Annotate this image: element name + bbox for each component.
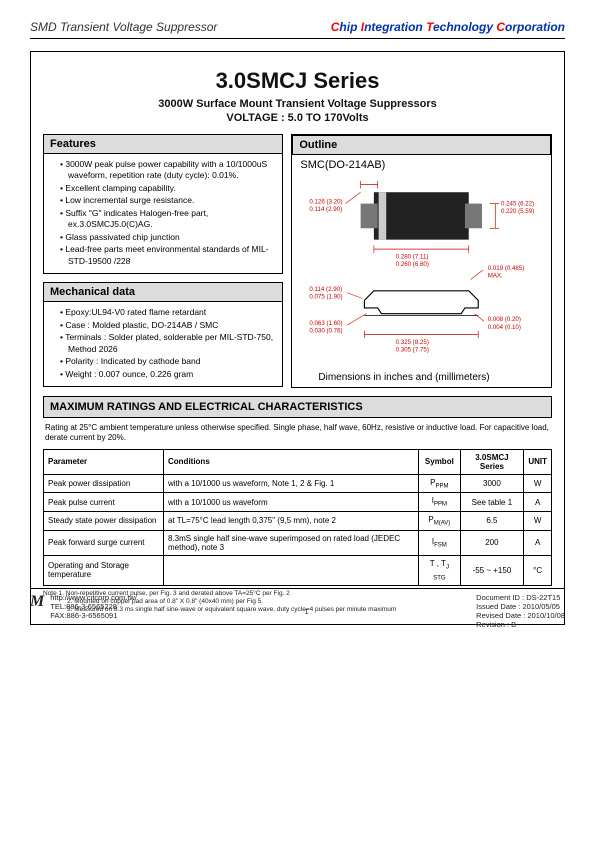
col-parameter: Parameter — [44, 449, 164, 474]
footer-revised: Revised Date : 2010/10/08 — [476, 611, 565, 620]
feature-item: Low incremental surge resistance. — [60, 195, 276, 206]
cell-value: 3000 — [460, 474, 524, 493]
dim-text: 0.019 (0.485) — [488, 265, 525, 272]
feature-item: 3000W peak pulse power capability with a… — [60, 159, 276, 182]
feature-item: Glass passivated chip junction — [60, 232, 276, 243]
dim-text: 0.305 (7.75) — [396, 347, 429, 354]
subtitle-1: 3000W Surface Mount Transient Voltage Su… — [43, 98, 552, 110]
footer-fax: FAX:886-3-6565091 — [50, 611, 137, 620]
dim-text: 0.126 (3.20) — [310, 199, 343, 206]
main-content: 3.0SMCJ Series 3000W Surface Mount Trans… — [30, 51, 565, 625]
mech-item: Epoxy:UL94-V0 rated flame retardant — [60, 307, 276, 318]
dim-text: 0.075 (1.90) — [310, 293, 343, 300]
series-title: 3.0SMCJ Series — [43, 68, 552, 94]
page-number: 1 — [304, 607, 308, 616]
col-unit: UNIT — [524, 449, 552, 474]
ratings-table: Parameter Conditions Symbol 3.0SMCJ Seri… — [43, 449, 552, 586]
mech-item: Polarity : Indicated by cathode band — [60, 356, 276, 367]
cell-unit: A — [524, 530, 552, 555]
pkg-lead-left — [361, 204, 378, 229]
cell-symbol: IPPM — [419, 493, 460, 512]
dim-text: 0.220 (5.59) — [501, 208, 534, 215]
cell-parameter: Operating and Storage temperature — [44, 555, 164, 585]
pkg-body-top — [374, 192, 469, 239]
header-right: Chip Integration Technology Corporation — [331, 20, 565, 34]
cell-conditions: 8.3mS single half sine-wave superimposed… — [164, 530, 419, 555]
table-row: Peak forward surge current8.3mS single h… — [44, 530, 552, 555]
mechanical-header: Mechanical data — [43, 282, 283, 302]
footer-issued: Issued Date : 2010/05/05 — [476, 602, 565, 611]
header-left: SMD Transient Voltage Suppressor — [30, 20, 217, 34]
cell-parameter: Peak power dissipation — [44, 474, 164, 493]
table-row: Operating and Storage temperature T , TJ … — [44, 555, 552, 585]
cell-unit: W — [524, 511, 552, 530]
pkg-cathode-band — [379, 192, 387, 239]
subtitle-2: VOLTAGE : 5.0 TO 170Volts — [43, 112, 552, 124]
cell-value: 200 — [460, 530, 524, 555]
footer-url: http://www.citcorp.com.tw/ — [50, 593, 137, 602]
table-row: Steady state power dissipationat TL=75°C… — [44, 511, 552, 530]
table-row: Peak power dissipationwith a 10/1000 us … — [44, 474, 552, 493]
dim-text: 0.280 (7.11) — [396, 254, 429, 261]
footer-docid: Document ID : DS-22T15 — [476, 593, 565, 602]
table-row: Peak pulse currentwith a 10/1000 us wave… — [44, 493, 552, 512]
outline-package: SMC(DO-214AB) — [300, 159, 545, 171]
cell-symbol: IFSM — [419, 530, 460, 555]
feature-item: Lead-free parts meet environmental stand… — [60, 244, 276, 267]
outline-header: Outline — [292, 135, 551, 155]
dim-text: 0.004 (0.10) — [488, 324, 521, 331]
cell-parameter: Peak forward surge current — [44, 530, 164, 555]
dim-text: 0.245 (6.22) — [501, 200, 534, 207]
pkg-lead-right — [465, 204, 482, 229]
features-body: 3000W peak pulse power capability with a… — [43, 154, 283, 274]
cell-unit: A — [524, 493, 552, 512]
dim-text: 0.260 (6.60) — [396, 261, 429, 268]
dim-text: 0.030 (0.76) — [310, 328, 343, 335]
col-conditions: Conditions — [164, 449, 419, 474]
cell-conditions — [164, 555, 419, 585]
features-header: Features — [43, 134, 283, 154]
cell-unit: °C — [524, 555, 552, 585]
cell-unit: W — [524, 474, 552, 493]
dim-text: 0.114 (2.90) — [310, 206, 343, 213]
company-logo: M — [30, 593, 44, 611]
dim-text: MAX. — [488, 273, 503, 280]
cell-conditions: at TL=75°C lead length 0,375" (9,5 mm), … — [164, 511, 419, 530]
max-ratings-header: MAXIMUM RATINGS AND ELECTRICAL CHARACTER… — [43, 396, 552, 418]
cell-symbol: T , TJ STG — [419, 555, 460, 585]
page-header: SMD Transient Voltage Suppressor Chip In… — [30, 20, 565, 39]
rating-note: Rating at 25°C ambient temperature unles… — [45, 423, 550, 444]
dim-text: 0.063 (1.60) — [310, 320, 343, 327]
cell-value: See table 1 — [460, 493, 524, 512]
dim-text: 0.114 (2.90) — [310, 286, 343, 293]
col-symbol: Symbol — [419, 449, 460, 474]
cell-parameter: Peak pulse current — [44, 493, 164, 512]
mechanical-body: Epoxy:UL94-V0 rated flame retardant Case… — [43, 302, 283, 387]
footer-revision: Revision : B — [476, 620, 565, 629]
cell-symbol: PM(AV) — [419, 511, 460, 530]
page-footer: M http://www.citcorp.com.tw/ TEL:886-3-6… — [30, 588, 565, 629]
feature-item: Suffix "G" indicates Halogen-free part, … — [60, 208, 276, 231]
cell-parameter: Steady state power dissipation — [44, 511, 164, 530]
dim-text: 0.008 (0.20) — [488, 316, 521, 323]
mech-item: Weight : 0.007 ounce, 0.226 gram — [60, 369, 276, 380]
package-diagram: 0.126 (3.20) 0.114 (2.90) 0.245 (6.22) 0… — [298, 175, 545, 365]
pkg-side-outline — [365, 291, 479, 314]
cell-symbol: PPPM — [419, 474, 460, 493]
feature-item: Excellent clamping capability. — [60, 183, 276, 194]
dim-text: 0.325 (8.25) — [396, 339, 429, 346]
footer-tel: TEL:886-3-6565228 — [50, 602, 137, 611]
cell-value: 6.5 — [460, 511, 524, 530]
mech-item: Case : Molded plastic, DO-214AB / SMC — [60, 320, 276, 331]
outline-footer: Dimensions in inches and (millimeters) — [298, 372, 545, 383]
cell-value: -55 ~ +150 — [460, 555, 524, 585]
mech-item: Terminals : Solder plated, solderable pe… — [60, 332, 276, 355]
col-value: 3.0SMCJ Series — [460, 449, 524, 474]
cell-conditions: with a 10/1000 us waveform — [164, 493, 419, 512]
cell-conditions: with a 10/1000 us waveform, Note 1, 2 & … — [164, 474, 419, 493]
